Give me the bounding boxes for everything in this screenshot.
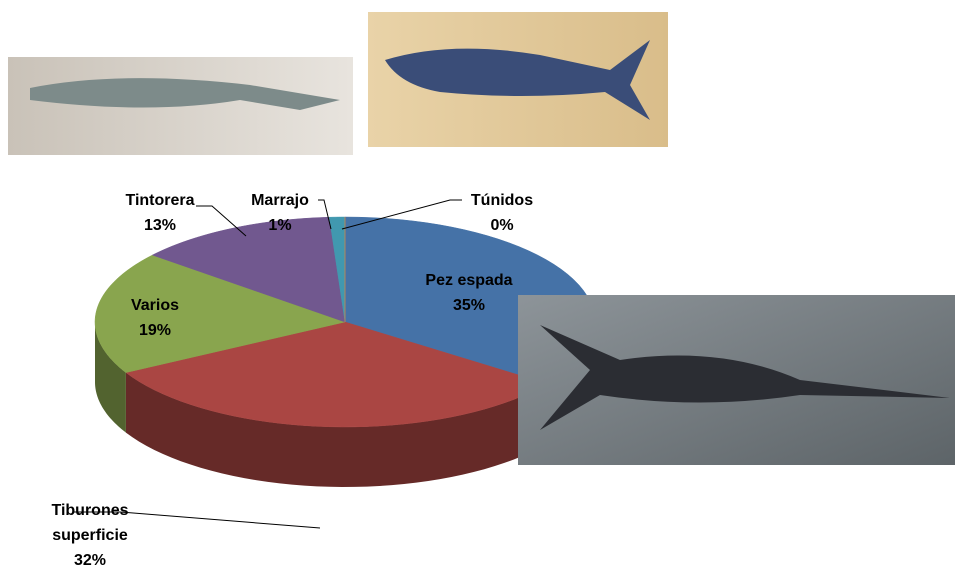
slice [329,216,346,323]
slice-label: Túnidos 0% [471,188,533,238]
slice-label: Pez espada 35% [425,268,512,318]
slice-label: Marrajo 1% [251,188,309,238]
slice [151,216,346,323]
slice-label: Tintorera 13% [125,188,194,238]
slice [94,254,346,373]
photo-swordfish [518,295,955,465]
slice-label: Tiburones superficie 32% [35,498,145,573]
value-label: 13% [143,217,177,234]
category-label: Túnidos [470,192,534,209]
category-label: Pez espada [425,272,513,289]
category-label: Tintorera [125,192,195,209]
slice-side [125,372,548,487]
value-label: 1% [268,217,292,234]
value-label: 0% [490,217,514,234]
value-label: 35% [452,297,486,314]
category-label: Varios [130,297,180,314]
slice-side [95,322,126,433]
photo-mako-shark [368,12,668,147]
category-label: Tiburones superficie [51,502,129,544]
photo-blue-shark [8,57,353,155]
value-label: 19% [138,322,172,339]
slice [125,321,548,428]
value-label: 32% [73,552,107,569]
slice-label: Varios 19% [131,293,179,343]
category-label: Marrajo [251,192,309,209]
leader-lines [74,199,462,529]
